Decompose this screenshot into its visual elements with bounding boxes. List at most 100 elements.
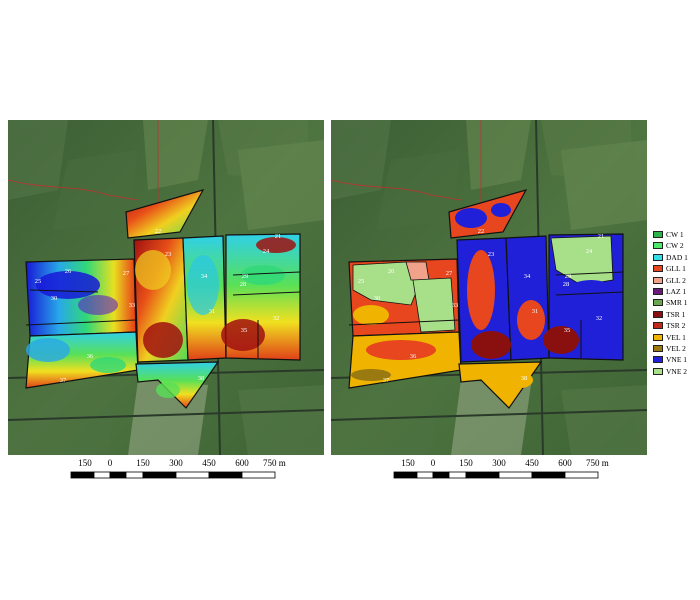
scale-segment — [416, 471, 434, 479]
legend: CW 1 CW 2 DAD 1 GLL 1 GLL 2 LAZ 1 SMR 1 TSR 1 TS… — [653, 229, 698, 377]
scale-segment — [142, 471, 177, 479]
scale-tick-label: 750 m — [263, 458, 286, 468]
scale-tick-label: 750 m — [586, 458, 609, 468]
legend-swatch — [653, 333, 663, 341]
scale-tick-label: 150 — [78, 458, 92, 468]
scale-tick-label: 150 — [459, 458, 473, 468]
field-label: 38 — [198, 375, 205, 382]
legend-label: VEL 2 — [666, 343, 686, 353]
field-label: 21 — [275, 233, 282, 240]
legend-swatch — [653, 276, 663, 284]
scale-segment — [448, 471, 467, 479]
scale-segment — [465, 471, 500, 479]
field-label: 24 — [263, 248, 270, 255]
field-label: 34 — [201, 273, 208, 280]
legend-swatch — [653, 253, 663, 261]
field-label: 23 — [165, 251, 172, 258]
scale-segment — [109, 471, 127, 479]
scale-segment — [93, 471, 111, 479]
background-parcels — [8, 120, 324, 455]
scale-segment — [393, 471, 418, 479]
legend-item: VEL 1 — [653, 332, 698, 343]
field-label: 22 — [478, 228, 485, 235]
field-label: 37 — [383, 377, 390, 384]
field-north — [125, 189, 205, 239]
scale-segment — [531, 471, 566, 479]
background-parcels — [331, 120, 647, 455]
boundary-line — [8, 179, 139, 201]
legend-item: VNE 1 — [653, 354, 698, 365]
scale-tick-label: 600 — [558, 458, 572, 468]
legend-label: VNE 1 — [666, 355, 688, 365]
field-label: 24 — [586, 248, 593, 255]
scale-tick-label: 600 — [235, 458, 249, 468]
legend-item: GLL 2 — [653, 275, 698, 286]
scale-tick-label: 0 — [431, 458, 436, 468]
legend-item: TSR 2 — [653, 320, 698, 331]
legend-label: SMR 1 — [666, 298, 688, 308]
field-label: 29 — [242, 273, 249, 280]
legend-label: DAD 1 — [666, 252, 688, 262]
scale-segment — [208, 471, 243, 479]
field-label: 21 — [598, 233, 605, 240]
legend-item: LAZ 1 — [653, 286, 698, 297]
field-label: 35 — [564, 327, 571, 334]
legend-item: GLL 1 — [653, 263, 698, 274]
field-label: 37 — [60, 377, 67, 384]
field-label: 30 — [374, 295, 381, 302]
field-boundaries — [348, 271, 624, 358]
legend-swatch — [653, 231, 663, 238]
field-label: 26 — [65, 268, 72, 275]
right-map-panel: 21 22 23 24 25 26 27 28 29 30 31 32 33 34 35 36 37 38 — [331, 120, 647, 455]
scale-segment — [175, 471, 210, 479]
scale-segment — [498, 471, 533, 479]
scale-bar-left: 150 0 150 300 450 600 750 m — [55, 454, 305, 494]
scale-tick-label: 0 — [108, 458, 113, 468]
field-label: 25 — [358, 278, 365, 285]
field-label: 27 — [123, 270, 130, 277]
field-label: 27 — [446, 270, 453, 277]
scale-segment — [564, 471, 599, 479]
scale-tick-label: 300 — [169, 458, 183, 468]
legend-item: SMR 1 — [653, 297, 698, 308]
scale-segment — [70, 471, 95, 479]
scale-tick-label: 150 — [136, 458, 150, 468]
field-label: 29 — [565, 273, 572, 280]
legend-swatch — [653, 322, 663, 330]
legend-swatch — [653, 344, 663, 352]
legend-label: CW 2 — [666, 241, 684, 251]
legend-item: TSR 1 — [653, 309, 698, 320]
legend-label: VNE 2 — [666, 366, 688, 376]
boundary-line — [331, 179, 462, 201]
field-centre-east — [505, 235, 550, 361]
legend-item: CW 2 — [653, 240, 698, 251]
scale-segment — [432, 471, 450, 479]
field-label: 36 — [410, 353, 417, 360]
field-label: 23 — [488, 251, 495, 258]
field-label: 22 — [155, 228, 162, 235]
field-label: 32 — [273, 315, 280, 322]
field-label: 38 — [521, 375, 528, 382]
legend-label: GLL 2 — [666, 275, 686, 285]
field-label: 31 — [532, 308, 539, 315]
heat-patches — [26, 237, 296, 398]
legend-swatch — [653, 242, 663, 250]
field-label: 26 — [388, 268, 395, 275]
field-label: 25 — [35, 278, 42, 285]
scale-tick-label: 150 — [401, 458, 415, 468]
field-label: 36 — [87, 353, 94, 360]
legend-label: TSR 2 — [666, 321, 686, 331]
field-label: 33 — [452, 302, 459, 309]
legend-item: VEL 2 — [653, 343, 698, 354]
left-map-panel: 21 22 23 24 25 26 27 28 29 30 31 32 33 34 35 36 37 38 — [8, 120, 324, 455]
class-patches — [351, 203, 614, 388]
legend-swatch — [653, 356, 663, 364]
legend-swatch — [653, 299, 663, 307]
scale-tick-label: 450 — [202, 458, 216, 468]
legend-swatch — [653, 287, 663, 295]
field-label: 28 — [563, 281, 570, 288]
scale-tick-label: 450 — [525, 458, 539, 468]
